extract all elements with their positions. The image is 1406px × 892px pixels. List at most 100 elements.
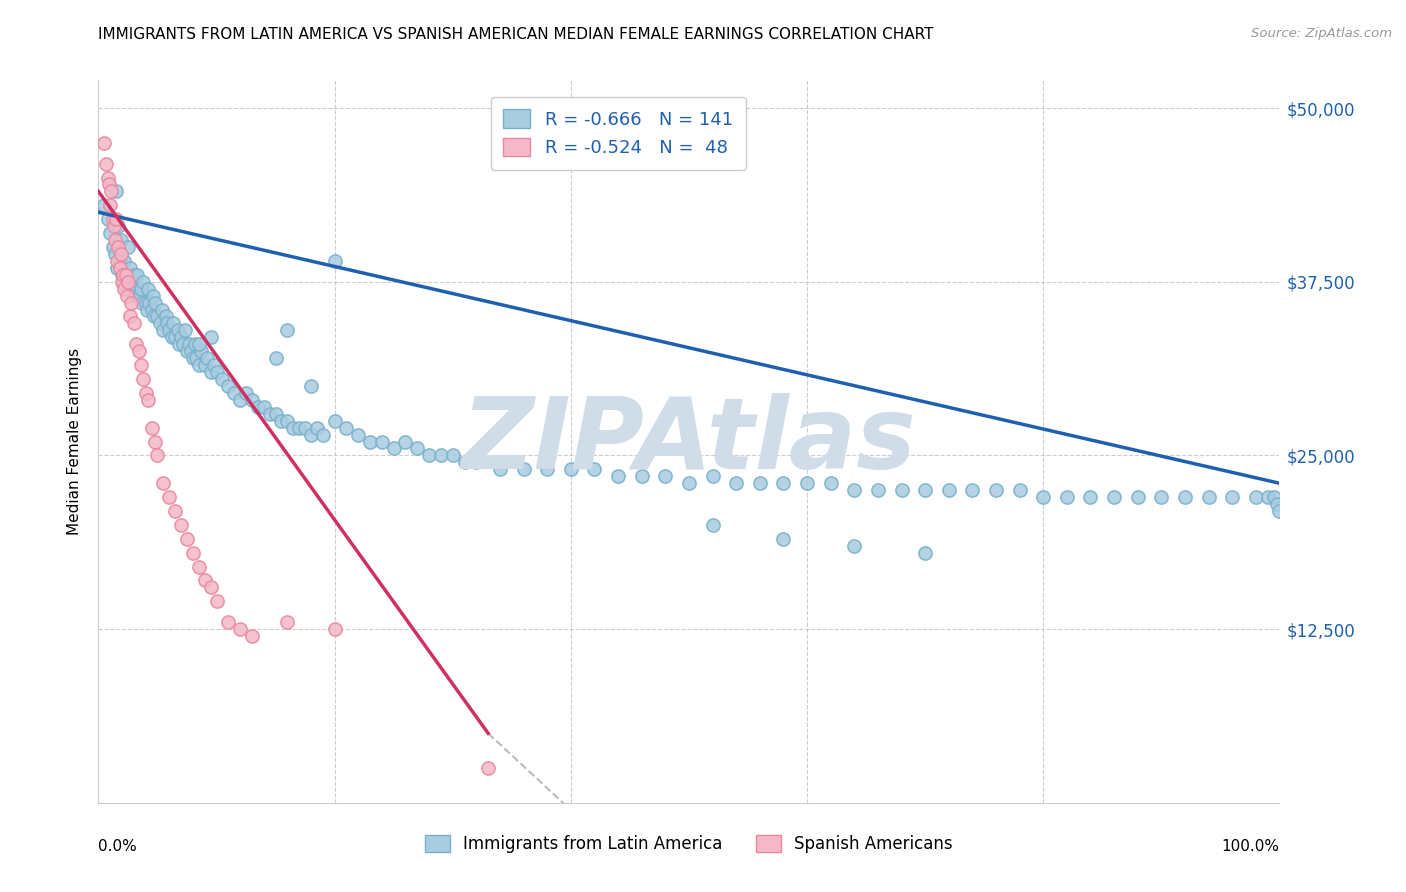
Point — [150, 302, 173, 317]
Point — [121, 282, 143, 296]
Point — [170, 330, 193, 344]
Point — [195, 351, 218, 366]
Point — [630, 469, 652, 483]
Point — [371, 434, 394, 449]
Point — [844, 483, 866, 498]
Point — [167, 337, 190, 351]
Point — [135, 385, 157, 400]
Point — [136, 282, 159, 296]
Point — [312, 427, 335, 442]
Point — [97, 212, 120, 227]
Point — [772, 476, 794, 491]
Point — [678, 476, 700, 491]
Text: IMMIGRANTS FROM LATIN AMERICA VS SPANISH AMERICAN MEDIAN FEMALE EARNINGS CORRELA: IMMIGRANTS FROM LATIN AMERICA VS SPANISH… — [98, 27, 934, 42]
Point — [194, 574, 217, 588]
Point — [200, 365, 222, 379]
Point — [181, 546, 204, 560]
Point — [240, 629, 263, 643]
Point — [1032, 490, 1054, 504]
Text: 100.0%: 100.0% — [1222, 838, 1279, 854]
Point — [114, 268, 136, 282]
Point — [98, 198, 121, 212]
Point — [121, 295, 143, 310]
Point — [1008, 483, 1031, 498]
Point — [264, 351, 287, 366]
Point — [796, 476, 818, 491]
Point — [101, 212, 124, 227]
Text: Source: ZipAtlas.com: Source: ZipAtlas.com — [1251, 27, 1392, 40]
Point — [1080, 490, 1102, 504]
Point — [143, 295, 166, 310]
Point — [536, 462, 558, 476]
Point — [157, 323, 180, 337]
Point — [107, 240, 129, 254]
Point — [1150, 490, 1173, 504]
Point — [418, 449, 440, 463]
Point — [725, 476, 748, 491]
Point — [264, 407, 287, 421]
Point — [938, 483, 960, 498]
Point — [118, 275, 141, 289]
Point — [890, 483, 912, 498]
Point — [165, 330, 187, 344]
Point — [152, 476, 174, 491]
Point — [122, 317, 145, 331]
Point — [103, 219, 125, 234]
Point — [187, 559, 209, 574]
Point — [1102, 490, 1125, 504]
Point — [98, 226, 121, 240]
Point — [246, 400, 269, 414]
Point — [149, 317, 172, 331]
Point — [117, 275, 139, 289]
Point — [224, 385, 246, 400]
Point — [347, 427, 370, 442]
Point — [1220, 490, 1243, 504]
Point — [114, 268, 136, 282]
Point — [115, 288, 138, 302]
Point — [93, 198, 115, 212]
Point — [205, 365, 228, 379]
Point — [820, 476, 842, 491]
Point — [94, 156, 117, 170]
Point — [157, 490, 180, 504]
Point — [583, 462, 606, 476]
Point — [1268, 504, 1291, 518]
Point — [146, 449, 169, 463]
Point — [170, 517, 193, 532]
Point — [1263, 490, 1285, 504]
Point — [240, 392, 263, 407]
Point — [142, 288, 165, 302]
Point — [702, 469, 724, 483]
Point — [184, 337, 207, 351]
Point — [105, 253, 128, 268]
Point — [217, 379, 239, 393]
Point — [120, 310, 142, 324]
Point — [607, 469, 630, 483]
Point — [702, 517, 724, 532]
Point — [200, 581, 222, 595]
Point — [122, 268, 145, 282]
Point — [229, 622, 252, 636]
Point — [117, 240, 139, 254]
Point — [1265, 497, 1288, 511]
Point — [105, 260, 128, 275]
Point — [173, 323, 195, 337]
Point — [135, 295, 157, 310]
Point — [108, 253, 131, 268]
Point — [111, 275, 134, 289]
Point — [128, 288, 150, 302]
Point — [146, 310, 169, 324]
Point — [125, 288, 148, 302]
Point — [283, 420, 305, 434]
Point — [305, 420, 328, 434]
Point — [323, 253, 346, 268]
Point — [101, 240, 124, 254]
Point — [962, 483, 984, 498]
Point — [135, 302, 157, 317]
Point — [165, 504, 187, 518]
Legend: Immigrants from Latin America, Spanish Americans: Immigrants from Latin America, Spanish A… — [418, 828, 960, 860]
Point — [1244, 490, 1267, 504]
Point — [453, 455, 475, 469]
Point — [152, 323, 174, 337]
Point — [111, 268, 134, 282]
